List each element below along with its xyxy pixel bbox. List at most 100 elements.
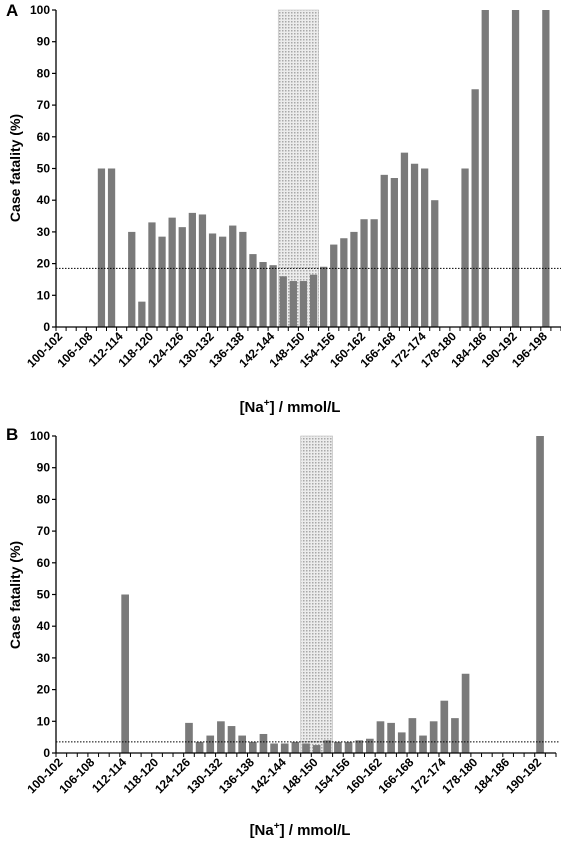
bar-160-162-a xyxy=(360,219,368,327)
y-tick-label-10-b: 10 xyxy=(37,714,51,728)
x-tick-label-106-108-b: 106-108 xyxy=(56,755,97,796)
bar-148-150-b xyxy=(312,745,321,753)
bar-148-150-a xyxy=(299,281,308,327)
bar-128-130-b xyxy=(206,735,215,753)
y-tick-label-10-a: 10 xyxy=(37,288,51,302)
bar-156-158-b xyxy=(355,740,364,753)
bar-162-164-a xyxy=(370,219,378,327)
y-tick-label-50-b: 50 xyxy=(37,588,51,602)
bar-154-156-b xyxy=(344,741,353,753)
bar-124-126-a xyxy=(178,227,186,327)
y-tick-label-90-a: 90 xyxy=(37,35,51,49)
panel-b: B Case fatality (%) [Na+] / mmol/L 0 10 20… xyxy=(6,425,560,839)
bar-172-174-b xyxy=(440,700,449,753)
bar-160-162-b xyxy=(376,721,385,753)
bar-154-156-a xyxy=(330,244,338,327)
bar-166-168-a xyxy=(390,178,398,327)
bar-134-136-b xyxy=(238,735,246,753)
y-tick-label-0-b: 0 xyxy=(43,746,50,760)
y-tick-label-100-b: 100 xyxy=(30,429,50,443)
bar-136-138-a xyxy=(239,231,247,327)
bar-184-186-a xyxy=(481,10,489,327)
bar-162-164-b xyxy=(387,722,395,753)
bar-158-160-b xyxy=(366,738,374,753)
bar-112-114-b xyxy=(121,594,129,753)
y-tick-label-90-b: 90 xyxy=(37,461,51,475)
bar-142-144-b xyxy=(280,743,289,753)
normal-range-shading-a xyxy=(277,9,319,328)
y-tick-label-80-a: 80 xyxy=(37,66,51,80)
bar-196-198-a xyxy=(542,10,550,327)
bar-116-118-a xyxy=(138,301,146,327)
bar-164-166-a xyxy=(380,174,388,327)
bar-108-110-a xyxy=(97,168,106,327)
bar-146-148-b xyxy=(302,743,310,753)
bar-128-130-a xyxy=(198,214,207,327)
bar-166-168-b xyxy=(408,718,417,753)
y-tick-label-0-a: 0 xyxy=(43,320,50,334)
bar-124-126-b xyxy=(185,722,193,753)
panel-a: A Case fatality (%) [Na+] / mmol/L 0 10 20… xyxy=(6,1,561,416)
x-axis-label-a: [Na+] / mmol/L xyxy=(240,398,341,416)
bar-180-182-a xyxy=(461,168,469,327)
bar-152-154-b xyxy=(334,741,342,753)
bar-150-152-b xyxy=(323,740,332,753)
bar-156-158-a xyxy=(340,238,348,327)
bar-130-132-a xyxy=(208,233,217,327)
bar-158-160-a xyxy=(350,231,358,327)
bar-138-140-a xyxy=(249,254,257,327)
y-tick-label-50-a: 50 xyxy=(37,162,51,176)
bar-168-170-a xyxy=(400,152,409,327)
y-tick-label-70-a: 70 xyxy=(37,98,51,112)
bar-114-116-a xyxy=(128,231,136,327)
bar-122-124-a xyxy=(168,217,176,327)
bar-144-146-b xyxy=(291,741,300,753)
bar-136-138-b xyxy=(248,741,257,753)
bar-126-128-a xyxy=(188,212,196,327)
bar-132-134-b xyxy=(227,726,236,753)
bar-176-178-b xyxy=(461,673,470,753)
bar-152-154-a xyxy=(320,266,328,327)
y-tick-label-30-b: 30 xyxy=(37,651,51,665)
bar-140-142-a xyxy=(259,262,267,327)
plot-area-b: 0102030405060708090100100-102106-108112-… xyxy=(24,429,560,796)
bar-190-192-b xyxy=(536,436,544,753)
bar-170-172-a xyxy=(410,163,419,327)
y-tick-label-80-b: 80 xyxy=(37,492,51,506)
bar-172-174-a xyxy=(421,168,429,327)
bar-132-134-a xyxy=(219,236,227,327)
bar-150-152-a xyxy=(309,274,318,327)
x-axis-label-b: [Na+] / mmol/L xyxy=(250,821,351,839)
bar-182-184-a xyxy=(471,89,479,327)
bar-138-140-b xyxy=(259,733,268,753)
y-tick-label-30-a: 30 xyxy=(37,225,51,239)
bar-146-148-a xyxy=(289,281,297,327)
y-tick-label-40-b: 40 xyxy=(37,619,51,633)
bar-110-112-a xyxy=(107,168,116,327)
plot-area-a: 0102030405060708090100100-102106-108112-… xyxy=(24,3,561,370)
bar-126-128-b xyxy=(195,741,204,753)
bar-170-172-b xyxy=(429,721,438,753)
bar-140-142-b xyxy=(270,743,278,753)
bar-118-120-a xyxy=(148,222,156,327)
y-tick-label-70-b: 70 xyxy=(37,524,51,538)
bar-130-132-b xyxy=(217,721,225,753)
panel-label-a: A xyxy=(6,1,18,20)
y-tick-label-40-a: 40 xyxy=(37,193,51,207)
y-tick-label-20-a: 20 xyxy=(37,257,51,271)
bar-120-122-a xyxy=(158,236,166,327)
bar-190-192-a xyxy=(511,10,520,327)
bar-168-170-b xyxy=(419,735,427,753)
y-axis-label-b: Case fatality (%) xyxy=(7,541,23,649)
y-tick-label-20-b: 20 xyxy=(37,683,51,697)
x-tick-label-190-192-b: 190-192 xyxy=(503,755,544,796)
bar-134-136-a xyxy=(229,225,237,327)
y-axis-label-a: Case fatality (%) xyxy=(7,114,23,222)
bar-142-144-a xyxy=(269,265,277,327)
y-tick-label-60-b: 60 xyxy=(37,556,51,570)
panel-label-b: B xyxy=(6,425,18,444)
bar-144-146-a xyxy=(279,276,287,327)
y-tick-label-60-a: 60 xyxy=(37,130,51,144)
y-tick-label-100-a: 100 xyxy=(30,3,50,17)
